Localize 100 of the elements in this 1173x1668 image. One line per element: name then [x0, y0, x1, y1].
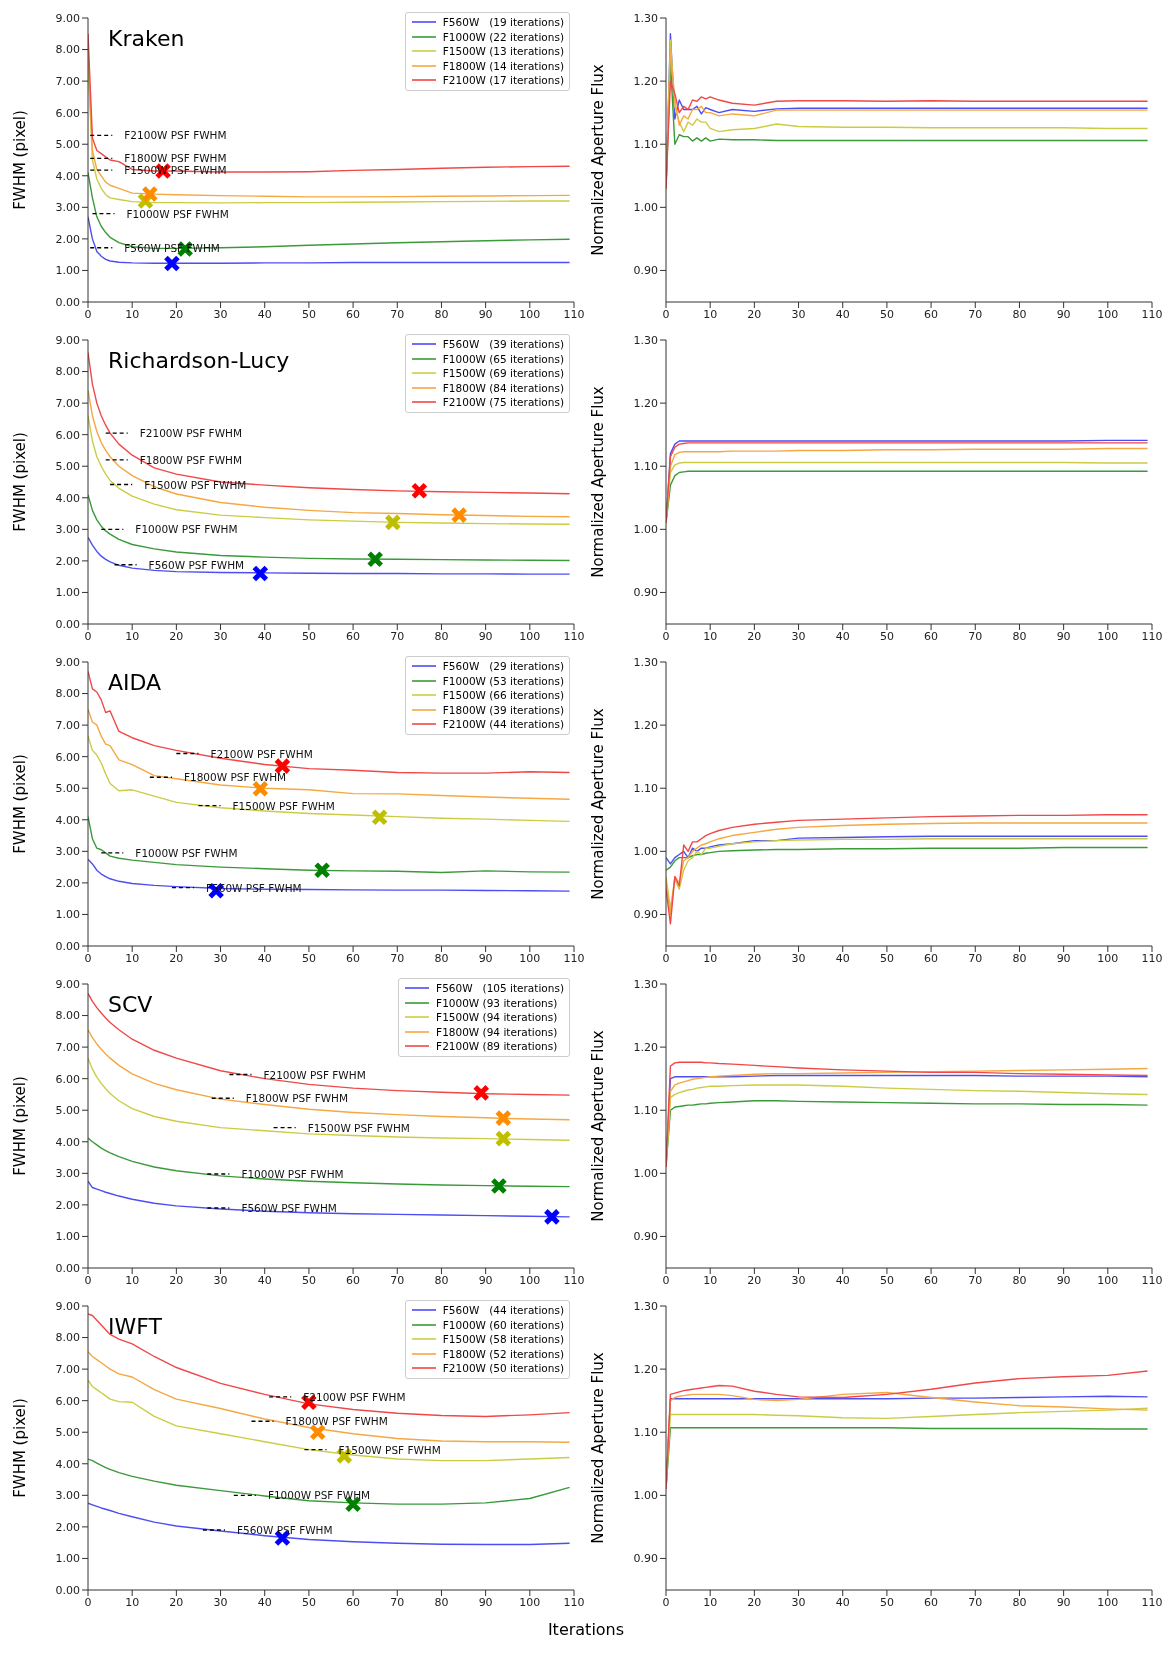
point	[494, 1130, 512, 1148]
y-tick-label: 7.00	[55, 397, 80, 411]
y-tick-label: 1.00	[633, 523, 658, 537]
y-tick-label: 5.00	[55, 1104, 80, 1118]
x-tick-label: 40	[835, 1595, 850, 1609]
x-tick-label: 110	[1141, 307, 1163, 321]
y-tick-label: 1.30	[633, 1299, 658, 1313]
y-tick-label: 1.30	[633, 333, 658, 347]
legend-label: F560W (29 iterations)	[442, 660, 564, 673]
point	[472, 1084, 490, 1102]
x-tick-label: 100	[519, 307, 541, 321]
point	[141, 185, 159, 203]
legend-label: F1800W (14 iterations)	[442, 59, 564, 72]
x-tick-label: 20	[169, 1595, 184, 1609]
x-tick-label: 90	[1056, 951, 1071, 965]
y-tick-label: 1.30	[633, 655, 658, 669]
y-axis-title: FWHM (pixel)	[11, 1076, 30, 1176]
y-tick-label: 1.30	[633, 977, 658, 991]
x-tick-label: 40	[257, 1273, 272, 1287]
legend-label: F1500W (13 iterations)	[442, 45, 564, 58]
annotation: F1800W PSF FWHM	[124, 152, 227, 165]
point	[450, 506, 468, 524]
line-series	[88, 1458, 571, 1505]
x-tick-label: 110	[563, 1595, 585, 1609]
line-series	[88, 1180, 571, 1218]
y-tick-label: 1.00	[55, 586, 80, 600]
x-tick-label: 80	[1012, 951, 1027, 965]
x-tick-label: 70	[968, 1595, 983, 1609]
x-tick-label: 100	[1097, 951, 1119, 965]
point	[366, 550, 384, 568]
y-tick-label: 1.20	[633, 1363, 658, 1377]
y-tick-label: 8.00	[55, 687, 80, 701]
y-tick-label: 3.00	[55, 201, 80, 215]
x-tick-label: 80	[1012, 307, 1027, 321]
x-tick-label: 110	[563, 951, 585, 965]
point	[371, 808, 389, 826]
x-tick-label: 90	[478, 307, 493, 321]
x-tick-label: 10	[703, 629, 718, 643]
chart-title: IWFT	[108, 1314, 162, 1339]
point	[543, 1208, 561, 1226]
x-tick-label: 60	[924, 1595, 939, 1609]
x-tick-label: 100	[519, 629, 541, 643]
x-tick-label: 10	[125, 951, 140, 965]
y-tick-label: 4.00	[55, 1457, 80, 1471]
y-tick-label: 3.00	[55, 523, 80, 537]
x-tick-label: 100	[1097, 629, 1119, 643]
y-tick-label: 1.00	[633, 1167, 658, 1181]
annotation: F2100W PSF FWHM	[210, 747, 313, 760]
x-tick-label: 20	[169, 1273, 184, 1287]
y-tick-label: 4.00	[55, 813, 80, 827]
x-tick-label: 30	[791, 307, 806, 321]
x-tick-label: 110	[563, 629, 585, 643]
y-tick-label: 1.20	[633, 75, 658, 89]
y-tick-label: 2.00	[55, 1520, 80, 1534]
annotation: F2100W PSF FWHM	[263, 1068, 366, 1081]
line-series	[666, 838, 1149, 909]
x-tick-label: 40	[835, 629, 850, 643]
x-tick-label: 10	[703, 951, 718, 965]
x-tick-label: 70	[390, 629, 405, 643]
y-tick-label: 1.00	[55, 908, 80, 922]
y-tick-label: 2.00	[55, 1198, 80, 1212]
x-tick-label: 10	[125, 629, 140, 643]
x-tick-label: 90	[1056, 1273, 1071, 1287]
x-tick-label: 10	[703, 307, 718, 321]
y-tick-label: 6.00	[55, 1394, 80, 1408]
annotation: F560W PSF FWHM	[148, 558, 245, 571]
x-tick-label: 40	[835, 951, 850, 965]
y-tick-label: 0.90	[633, 264, 658, 278]
annotation: F1500W PSF FWHM	[232, 799, 335, 812]
x-tick-label: 60	[346, 951, 361, 965]
y-tick-label: 6.00	[55, 1072, 80, 1086]
legend-label: F1800W (52 iterations)	[442, 1347, 564, 1360]
annotation: F1000W PSF FWHM	[135, 523, 238, 536]
x-tick-label: 40	[257, 1595, 272, 1609]
y-tick-label: 0.90	[633, 1552, 658, 1566]
x-tick-label: 0	[84, 629, 92, 643]
y-tick-label: 0.00	[55, 617, 80, 631]
annotation: F560W PSF FWHM	[236, 1524, 333, 1537]
annotation: F2100W PSF FWHM	[303, 1390, 406, 1403]
y-tick-label: 2.00	[55, 876, 80, 890]
x-tick-label: 50	[879, 629, 894, 643]
x-tick-label: 0	[662, 307, 670, 321]
x-tick-label: 10	[703, 1273, 718, 1287]
y-tick-label: 1.30	[633, 11, 658, 25]
y-tick-label: 1.10	[633, 782, 658, 796]
annotation: F1500W PSF FWHM	[307, 1121, 410, 1134]
y-tick-label: 8.00	[55, 365, 80, 379]
x-tick-label: 10	[125, 1273, 140, 1287]
y-tick-label: 6.00	[55, 428, 80, 442]
x-tick-label: 40	[835, 307, 850, 321]
y-tick-label: 2.00	[55, 554, 80, 568]
y-tick-label: 9.00	[55, 1299, 80, 1313]
legend-label: F2100W (50 iterations)	[442, 1362, 564, 1375]
annotation: F1800W PSF FWHM	[245, 1092, 349, 1105]
x-tick-label: 50	[879, 951, 894, 965]
y-tick-label: 9.00	[55, 11, 80, 25]
line-series	[88, 1057, 571, 1141]
legend-label: F1500W (66 iterations)	[442, 689, 564, 702]
legend-label: F2100W (75 iterations)	[442, 396, 564, 409]
y-tick-label: 1.10	[633, 138, 658, 152]
